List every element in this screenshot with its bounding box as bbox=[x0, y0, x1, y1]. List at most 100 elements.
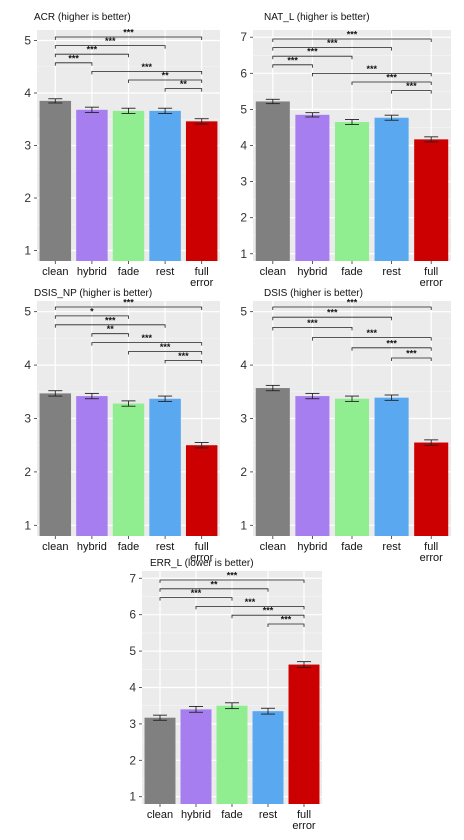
y-tick-label: 2 bbox=[24, 465, 31, 479]
significance-label: *** bbox=[347, 30, 358, 40]
chart-panel-dsis-np: DSIS_NP (higher is better) 1 2 3 4 5 clean hyb… bbox=[0, 285, 232, 564]
significance-bracket: *** bbox=[164, 351, 203, 364]
y-tick-label: 4 bbox=[240, 358, 247, 372]
significance-label: *** bbox=[307, 47, 318, 57]
bar-rest bbox=[149, 110, 181, 261]
significance-label: *** bbox=[105, 315, 116, 325]
error-bar bbox=[48, 390, 63, 397]
x-tick-label: rest bbox=[259, 809, 277, 821]
significance-bracket: *** bbox=[272, 47, 353, 60]
significance-bracket: *** bbox=[272, 318, 353, 331]
significance-bracket: *** bbox=[272, 38, 393, 51]
x-tick-label: full error bbox=[420, 541, 444, 564]
y-tick-label: 4 bbox=[129, 681, 136, 695]
chart-title: ERR_L (lower is better) bbox=[150, 558, 254, 569]
y-tick-label: 7 bbox=[129, 571, 136, 585]
chart-panel-acr: ACR (higher is better) 1 2 3 4 5 clean hybrid f… bbox=[0, 0, 232, 289]
error-bar bbox=[84, 392, 99, 400]
significance-label: *** bbox=[281, 615, 292, 625]
significance-label: *** bbox=[142, 333, 153, 343]
y-tick-label: 4 bbox=[24, 358, 31, 372]
bar-full-error bbox=[185, 121, 218, 261]
chart-title: ACR (higher is better) bbox=[34, 12, 131, 23]
chart-svg: 1 2 3 4 5 6 7 clean hybrid fade rest full error *** **… bbox=[240, 30, 451, 289]
x-tick-label: fade bbox=[341, 541, 362, 553]
y-tick-label: 1 bbox=[240, 247, 247, 261]
significance-bracket: ** bbox=[164, 79, 203, 92]
y-tick-label: 1 bbox=[24, 244, 31, 258]
error-bar bbox=[121, 107, 136, 114]
chart-panel-dsis: DSIS (higher is better) 1 2 3 4 5 clean hybrid… bbox=[232, 285, 464, 564]
chart-title: DSIS_NP (higher is better) bbox=[34, 288, 153, 299]
significance-label: *** bbox=[142, 62, 153, 72]
error-bar bbox=[345, 119, 359, 126]
error-bar bbox=[424, 136, 439, 143]
significance-bracket: * bbox=[54, 306, 129, 319]
significance-label: *** bbox=[178, 351, 189, 361]
bar-full-error bbox=[414, 442, 449, 536]
significance-label: *** bbox=[68, 53, 79, 63]
bar-fade bbox=[216, 705, 248, 804]
y-tick-label: 3 bbox=[240, 412, 247, 426]
chart-svg: 1 2 3 4 5 clean hybrid fade rest full error *** *** *… bbox=[240, 298, 451, 564]
y-tick-label: 7 bbox=[240, 30, 247, 44]
error-bar bbox=[48, 98, 63, 104]
x-tick-label: fade bbox=[118, 266, 139, 278]
x-tick-label: hybrid bbox=[297, 266, 327, 278]
significance-label: *** bbox=[406, 81, 417, 91]
significance-label: *** bbox=[263, 606, 274, 616]
error-bar bbox=[158, 395, 173, 402]
x-tick-label: fade bbox=[341, 266, 362, 278]
x-tick-label: clean bbox=[42, 266, 68, 278]
error-bar bbox=[121, 400, 136, 407]
error-bar bbox=[189, 705, 203, 713]
bar-rest bbox=[374, 397, 409, 536]
significance-bracket: *** bbox=[91, 62, 203, 75]
error-bar bbox=[158, 107, 173, 114]
y-tick-label: 3 bbox=[24, 139, 31, 153]
x-tick-label: full error bbox=[190, 541, 214, 564]
y-tick-label: 5 bbox=[24, 305, 31, 319]
error-bar bbox=[345, 395, 359, 402]
y-tick-label: 4 bbox=[240, 139, 247, 153]
bar-rest bbox=[252, 711, 284, 804]
y-tick-label: 5 bbox=[240, 102, 247, 116]
bar-fade bbox=[334, 122, 370, 261]
bar-hybrid bbox=[295, 396, 330, 536]
x-tick-label: rest bbox=[156, 266, 174, 278]
significance-bracket: *** bbox=[351, 338, 432, 351]
error-bar bbox=[194, 118, 209, 125]
significance-label: ** bbox=[210, 579, 218, 589]
error-bar bbox=[305, 392, 320, 400]
chart-panel-err-l: ERR_L (lower is better) 1 2 3 4 5 6 7 clean hybr… bbox=[116, 555, 348, 840]
error-bar bbox=[384, 114, 399, 121]
bar-full-error bbox=[288, 664, 320, 804]
bar-clean bbox=[144, 717, 176, 804]
significance-label: *** bbox=[386, 73, 397, 83]
bar-rest bbox=[149, 398, 181, 536]
error-bar bbox=[265, 384, 280, 392]
error-bar bbox=[84, 106, 99, 113]
significance-label: ** bbox=[162, 71, 170, 81]
significance-label: *** bbox=[327, 38, 338, 48]
bar-clean bbox=[39, 100, 72, 261]
chart-panel-nat-l: NAT_L (higher is better) 1 2 3 4 5 6 7 clean hyb… bbox=[232, 0, 464, 289]
significance-bracket: *** bbox=[312, 328, 432, 341]
bar-hybrid bbox=[76, 109, 108, 261]
y-tick-label: 2 bbox=[129, 753, 136, 767]
error-bar bbox=[305, 112, 320, 118]
error-bar bbox=[384, 394, 399, 401]
significance-bracket: *** bbox=[351, 73, 432, 85]
y-tick-label: 1 bbox=[24, 518, 31, 532]
y-tick-label: 1 bbox=[240, 518, 247, 532]
x-tick-label: clean bbox=[260, 541, 286, 553]
bar-hybrid bbox=[295, 114, 330, 261]
x-tick-label: rest bbox=[382, 266, 400, 278]
significance-bracket: *** bbox=[231, 606, 305, 619]
significance-label: *** bbox=[367, 328, 378, 338]
significance-label: *** bbox=[287, 55, 298, 65]
x-tick-label: fade bbox=[221, 809, 242, 821]
bar-hybrid bbox=[180, 709, 212, 804]
significance-bracket: *** bbox=[54, 28, 203, 40]
y-tick-label: 3 bbox=[24, 412, 31, 426]
